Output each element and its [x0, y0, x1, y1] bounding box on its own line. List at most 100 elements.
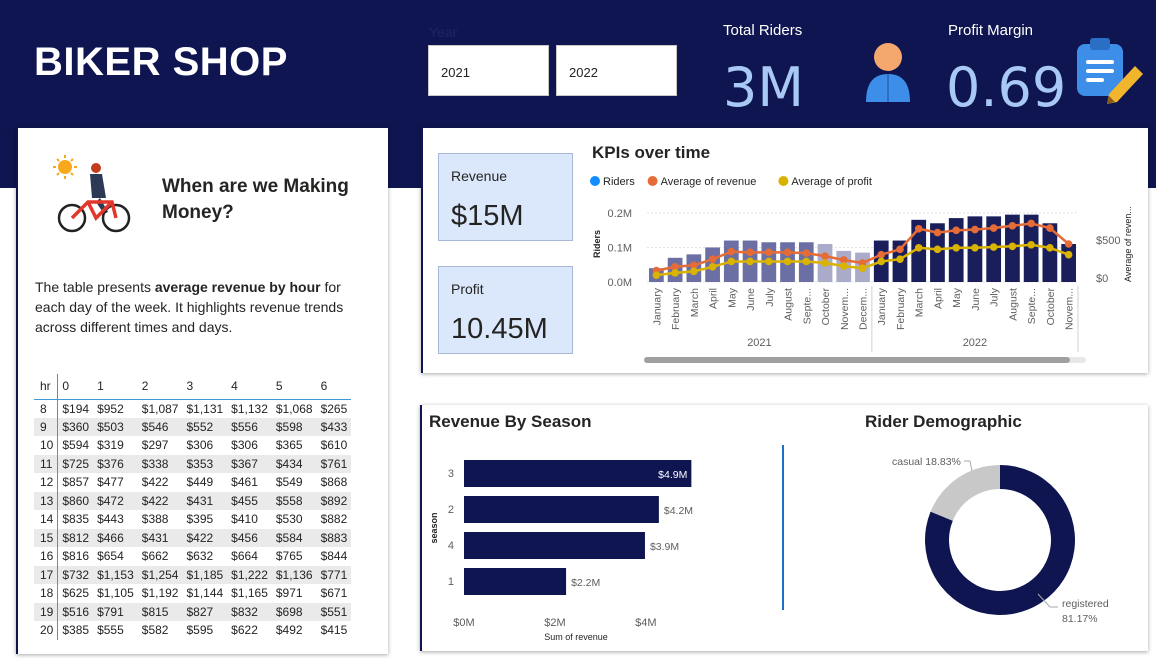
table-cell: $443	[97, 512, 124, 527]
table-row: 20 $385 $555 $582 $595 $622 $492 $415	[34, 621, 351, 640]
table-row: 18 $625 $1,105 $1,192 $1,144 $1,165 $971 $671	[34, 584, 351, 603]
table-row: 9 $360 $503 $546 $552 $556 $598 $433	[34, 417, 352, 436]
table-cell: $434	[271, 454, 317, 473]
season-value-label: $3.9M	[650, 541, 679, 553]
y-axis-title: Riders	[592, 230, 602, 258]
profit-card-value: 10.45M	[451, 313, 548, 345]
table-header-cell: 5	[271, 374, 317, 400]
table-cell: $1,105	[97, 586, 134, 601]
table-cell: $1,165	[231, 586, 268, 601]
total-riders-label: Total Riders	[723, 22, 803, 39]
table-cell: 20	[34, 621, 59, 640]
table-row: 15 $812 $466 $431 $422 $456 $584 $883	[34, 528, 352, 547]
series-point	[746, 248, 754, 257]
table-cell: $422	[137, 491, 183, 510]
table-cell: 9	[34, 417, 59, 436]
table-row: 16 $816 $654 $662 $632 $664 $765 $844	[34, 547, 351, 566]
table-cell: $461	[231, 475, 258, 490]
table-cell: $1,153	[93, 565, 138, 584]
table-cell: $1,185	[182, 565, 228, 584]
profit-margin-label: Profit Margin	[948, 22, 1034, 39]
table-header-cell: 1	[93, 374, 138, 400]
season-bar	[464, 460, 692, 487]
revenue-by-hour-table: hr 0 1 2 3 4 5 6 8 $194 $952 $1,087 $1,131 $1,132 $1,…	[34, 374, 352, 640]
legend-label: Average of profit	[791, 176, 872, 188]
series-point	[1008, 221, 1017, 230]
table-cell: $832	[227, 602, 272, 621]
year-label: 2021	[747, 337, 771, 349]
season-value-label: $4.9M	[658, 469, 687, 481]
table-cell: $584	[271, 528, 317, 547]
app-title: BIKER SHOP	[34, 40, 288, 84]
table-cell: $1,068	[275, 401, 313, 416]
y-axis-title: season	[429, 512, 439, 543]
series-point	[802, 249, 811, 257]
table-cell: $815	[137, 602, 183, 621]
series-point	[802, 257, 811, 266]
table-cell: $671	[320, 586, 348, 601]
table-cell: $654	[97, 549, 124, 564]
cyclist-illustration	[53, 155, 131, 233]
table-cell: $610	[320, 438, 348, 453]
x-tick-label: Septe...	[801, 288, 813, 324]
table-cell: $761	[316, 454, 352, 473]
series-point	[765, 248, 773, 257]
table-cell: $857	[62, 475, 90, 490]
series-point	[1046, 224, 1054, 232]
table-cell: 10	[34, 436, 59, 455]
kpis-chart-title: KPIs over time	[592, 143, 711, 162]
table-cell: $552	[182, 417, 228, 436]
series-point	[877, 257, 886, 266]
donut-slice-registered	[925, 465, 1075, 615]
x-tick-label: April	[708, 288, 720, 309]
table-cell: $1,192	[141, 586, 179, 601]
table-cell: $319	[97, 438, 124, 453]
table-cell: $625	[62, 586, 90, 601]
table-cell: $765	[275, 549, 303, 564]
bar-riders	[1042, 223, 1058, 282]
table-cell: $492	[275, 623, 303, 638]
table-row: 17 $732 $1,153 $1,254 $1,185 $1,222 $1,136 $771	[34, 565, 352, 584]
table-cell: $883	[316, 528, 352, 547]
table-cell: $265	[320, 401, 348, 416]
hero-description: The table presents average revenue by ho…	[35, 279, 344, 335]
series-point	[727, 247, 736, 256]
scrollbar-thumb[interactable]	[644, 357, 1070, 363]
y2-tick-label: $500	[1096, 235, 1120, 247]
series-point	[1027, 219, 1035, 228]
table-cell: $771	[316, 565, 352, 584]
x-tick-label: March	[914, 288, 926, 317]
x-tick-label: Novem...	[839, 288, 851, 330]
series-point	[821, 259, 829, 267]
x-tick-label: October	[820, 288, 832, 326]
registered-leader-line	[1037, 593, 1058, 608]
table-cell: $385	[62, 623, 90, 638]
legend-marker	[778, 176, 789, 186]
table-cell: $422	[182, 528, 228, 547]
x-tick-label: Septe...	[1026, 288, 1038, 324]
x-tick-label: August	[1007, 288, 1019, 321]
table-header-cell: hr	[34, 374, 59, 400]
year-label: 2022	[963, 337, 987, 349]
table-cell: $306	[231, 438, 258, 453]
year-option-2022[interactable]: 2022	[556, 45, 677, 96]
table-cell: $466	[93, 528, 138, 547]
table-cell: $632	[186, 549, 214, 564]
revenue-card: Revenue $15M	[438, 153, 573, 241]
table-cell: $516	[57, 602, 94, 621]
series-point	[690, 267, 698, 276]
x-tick-label: April	[932, 288, 944, 309]
series-point	[1008, 242, 1017, 251]
table-row: 14 $835 $443 $388 $395 $410 $530 $882	[34, 510, 351, 529]
series-point	[671, 269, 679, 277]
year-option-2021[interactable]: 2021	[428, 45, 549, 96]
revenue-card-label: Revenue	[451, 168, 508, 184]
table-cell: $422	[141, 475, 169, 490]
profit-margin-value: 0.69	[946, 56, 1067, 119]
series-point	[839, 262, 848, 270]
series-point	[858, 264, 867, 273]
table-cell: $297	[141, 438, 169, 453]
total-riders-value: 3M	[723, 56, 804, 119]
table-row: 11 $725 $376 $338 $353 $367 $434 $761	[34, 454, 352, 473]
table-cell: $365	[275, 438, 303, 453]
